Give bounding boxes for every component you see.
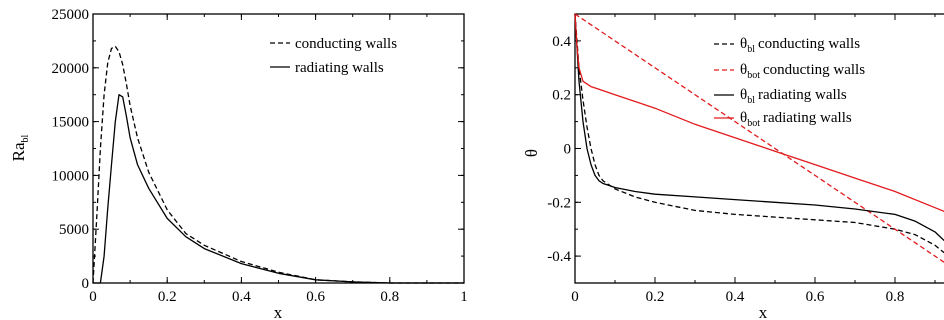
y-tick-label: 20000 [52,61,90,77]
chart-theta: 0 0.2 0.4 0.6 0.8 -0.4 -0.2 0 0.2 0.4 x θ θbl cond… [522,13,944,320]
legend-label-radiating: radiating walls [295,60,384,76]
series-line-right-1 [574,13,944,263]
series-line-right-0 [574,13,944,254]
y-axis-label-left: Rabl [9,134,31,161]
y-tick-label: 0 [82,276,90,292]
series-left [92,45,464,284]
legend-label-conducting: conducting walls [295,36,397,52]
x-tick-label: 0.4 [726,289,745,305]
x-tick-label: 0 [89,289,97,305]
y-tick-label: 25000 [52,7,90,23]
y-tick-label: -0.2 [547,195,571,211]
y-tick-label: 5000 [59,222,89,238]
x-tick-label: 0.6 [306,289,325,305]
x-tick-label: 0.4 [232,289,251,305]
legend-label-theta-bl-radiating: θbl radiating walls [740,87,847,106]
x-tick-label: 0.8 [886,289,905,305]
y-tick-label: -0.4 [547,249,571,265]
series-right [574,13,944,263]
ticks-right: 0 0.2 0.4 0.6 0.8 -0.4 -0.2 0 0.2 0.4 [547,13,936,305]
series-line-left-1 [93,94,464,284]
x-tick-label: 0.8 [380,289,399,305]
plot-frame-left [92,13,465,284]
legend-right: θbl conducting walls θbot conducting walls… [714,36,865,129]
x-tick-label: 0.2 [646,289,665,305]
ticks-left: 0 0.2 0.4 0.6 0.8 1 0 5000 10000 15000 20000 25000 [52,7,468,305]
x-tick-label: 0 [571,289,579,305]
chart-ra-bl: 0 0.2 0.4 0.6 0.8 10500010000150002000025000 … [9,7,468,320]
y-tick-label: 15000 [52,115,90,131]
legend-label-theta-bot-radiating: θbot radiating walls [740,110,852,129]
y-tick-label: 10000 [52,168,90,184]
series-line-left-0 [92,45,464,284]
y-tick-label: 0.2 [552,88,571,104]
x-tick-label: 0.2 [158,289,177,305]
y-tick-label: 0 [564,142,572,158]
plot-frame-right [574,13,944,284]
x-tick-label: 0.6 [806,289,825,305]
series-line-right-3 [574,13,944,213]
series-line-right-2 [574,13,944,242]
legend-label-theta-bl-conducting: θbl conducting walls [740,36,860,55]
y-tick-label: 0.4 [552,34,571,50]
x-axis-label-left: x [274,303,283,320]
y-axis-label-right: θ [522,149,541,157]
x-axis-label-right: x [759,303,768,320]
legend-left: conducting walls radiating walls [270,36,397,76]
x-tick-label: 1 [460,289,468,305]
legend-label-theta-bot-conducting: θbot conducting walls [740,62,865,81]
